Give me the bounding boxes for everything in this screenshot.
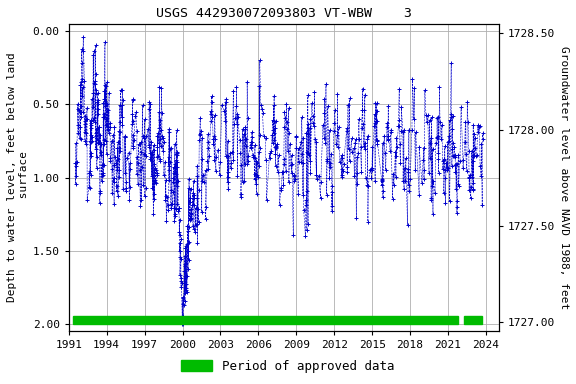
Y-axis label: Depth to water level, feet below land
 surface: Depth to water level, feet below land su… (7, 53, 29, 302)
Legend: Period of approved data: Period of approved data (176, 355, 400, 378)
Bar (73, 316, 458, 324)
Y-axis label: Groundwater level above NAVD 1988, feet: Groundwater level above NAVD 1988, feet (559, 46, 569, 309)
Bar (464, 316, 482, 324)
Title: USGS 442930072093803 VT-WBW    3: USGS 442930072093803 VT-WBW 3 (156, 7, 412, 20)
